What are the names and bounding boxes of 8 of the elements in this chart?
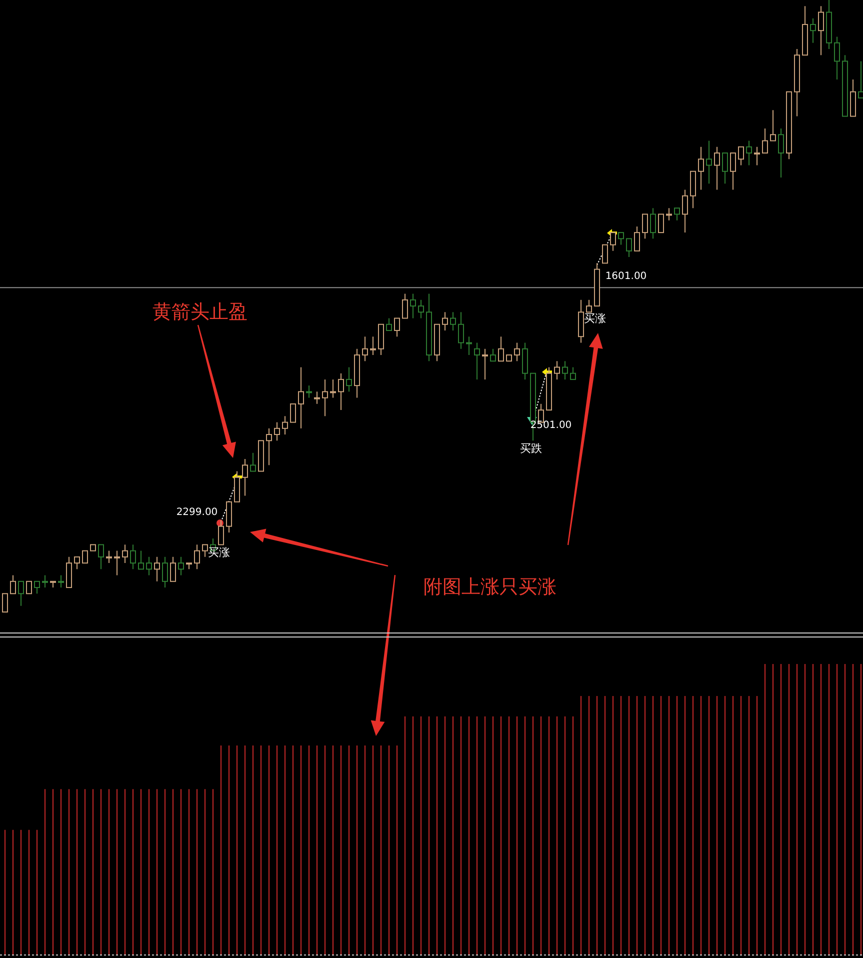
annotation: 买跌	[520, 442, 542, 455]
annotation: 黄箭头止盈	[152, 301, 248, 323]
annotation: 买涨	[208, 546, 230, 559]
annotation: 买涨	[584, 312, 606, 325]
annotation: 2299.00	[176, 507, 218, 518]
annotation: 2501.00	[530, 420, 572, 431]
annotation: 1601.00	[605, 271, 647, 282]
annotation: 附图上涨只买涨	[424, 576, 556, 598]
